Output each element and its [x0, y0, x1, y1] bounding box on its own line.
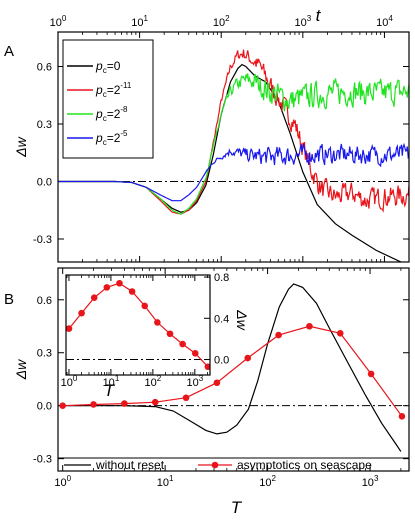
plot-frame — [57, 267, 410, 472]
y-tick-label: 0.0 — [214, 355, 229, 367]
y-tick-label: 0.0 — [37, 177, 52, 189]
data-point — [336, 330, 344, 337]
data-point — [151, 398, 159, 406]
y-tick-label: -0.3 — [33, 234, 52, 246]
data-point — [103, 284, 111, 291]
data-point — [90, 294, 98, 301]
data-point — [367, 370, 375, 378]
x-tick-label-top: 104 — [376, 14, 393, 29]
y-tick-label: 0.8 — [214, 272, 229, 284]
y-tick-label: 0.6 — [37, 62, 52, 74]
legend-label: pc=2-11 — [95, 81, 132, 99]
x-tick-label: 102 — [259, 474, 276, 489]
y-tick-label: 0.3 — [37, 119, 52, 131]
data-point — [179, 340, 186, 348]
x-tick-label: 102 — [145, 374, 162, 389]
y-tick-label: 0.4 — [214, 313, 229, 325]
data-point — [116, 279, 123, 287]
data-point — [275, 331, 282, 339]
series-line — [58, 142, 409, 202]
y-tick-label: -0.3 — [33, 454, 52, 466]
inset-background — [66, 275, 210, 375]
x-tick-label: 103 — [186, 374, 203, 389]
x-tick-label-top: 103 — [294, 14, 311, 29]
data-point — [213, 379, 221, 387]
series-group — [66, 279, 210, 371]
x-axis-label: T — [231, 498, 243, 517]
x-tick-label-top: 102 — [213, 14, 230, 29]
legend-label: asymptotics on seascape — [237, 458, 372, 472]
legend: without reset asymptotics on seascape — [58, 457, 409, 472]
panel-label-b: B — [4, 291, 14, 308]
panel-label-a: A — [4, 43, 14, 60]
x-tick-label-top: 100 — [50, 14, 67, 29]
legend: pc=0 pc=2-11 pc=2-8 pc=2-5 — [62, 39, 154, 159]
data-point — [154, 319, 161, 326]
inset-x-axis-label: T — [104, 381, 116, 400]
y-tick-label: 0.3 — [37, 348, 52, 360]
legend-label: pc=0 — [95, 59, 121, 75]
data-point — [59, 402, 66, 409]
data-point — [66, 325, 73, 332]
data-point — [78, 309, 85, 317]
x-tick-label: 101 — [103, 374, 120, 389]
plot-frame — [65, 274, 211, 376]
y-axis-label: Δw — [13, 136, 29, 157]
legend-marker — [211, 461, 219, 469]
y-tick-label: 0.0 — [37, 401, 52, 413]
series-line — [62, 325, 403, 417]
x-tick-label: 103 — [362, 474, 379, 489]
plot-frame — [57, 31, 410, 263]
data-point — [398, 412, 406, 420]
data-point — [191, 350, 199, 357]
series-group — [59, 283, 406, 452]
data-point — [166, 330, 174, 338]
plot-layer: 100 101 102 103 104 -0.3 0.0 0.3 0.6 t Δw pc=0 pc=2-… — [13, 6, 410, 517]
legend-label: without reset — [95, 458, 165, 472]
legend-label: pc=2-5 — [95, 129, 128, 147]
data-point — [244, 354, 252, 362]
data-point — [121, 400, 128, 407]
inset-y-axis-label: Δw — [234, 309, 250, 330]
y-tick-label: 0.6 — [37, 295, 52, 307]
x-tick-label-top: 101 — [131, 14, 148, 29]
x-tick-label: 101 — [157, 474, 174, 489]
data-point — [141, 302, 149, 310]
inset — [66, 275, 210, 375]
panel-b-inset: 100 101 102 103 0.0 0.4 0.8 T Δw — [61, 272, 250, 400]
data-point — [204, 363, 210, 371]
panel-a: 100 101 102 103 104 -0.3 0.0 0.3 0.6 t Δw pc=0 pc=2-… — [13, 6, 410, 263]
x-tick-label: 100 — [61, 374, 78, 389]
data-point — [182, 394, 190, 402]
legend-label: pc=2-8 — [95, 105, 128, 123]
data-point — [90, 401, 97, 408]
y-axis-label: Δw — [13, 359, 29, 380]
x-tick-label: 100 — [54, 474, 71, 489]
panel-b: 100 101 102 103 -0.3 0.0 0.3 0.6 T Δw without rese… — [13, 267, 410, 517]
x-axis-label-top: t — [316, 6, 322, 25]
data-point — [128, 288, 136, 295]
data-point — [306, 322, 313, 330]
series-group — [58, 49, 409, 262]
